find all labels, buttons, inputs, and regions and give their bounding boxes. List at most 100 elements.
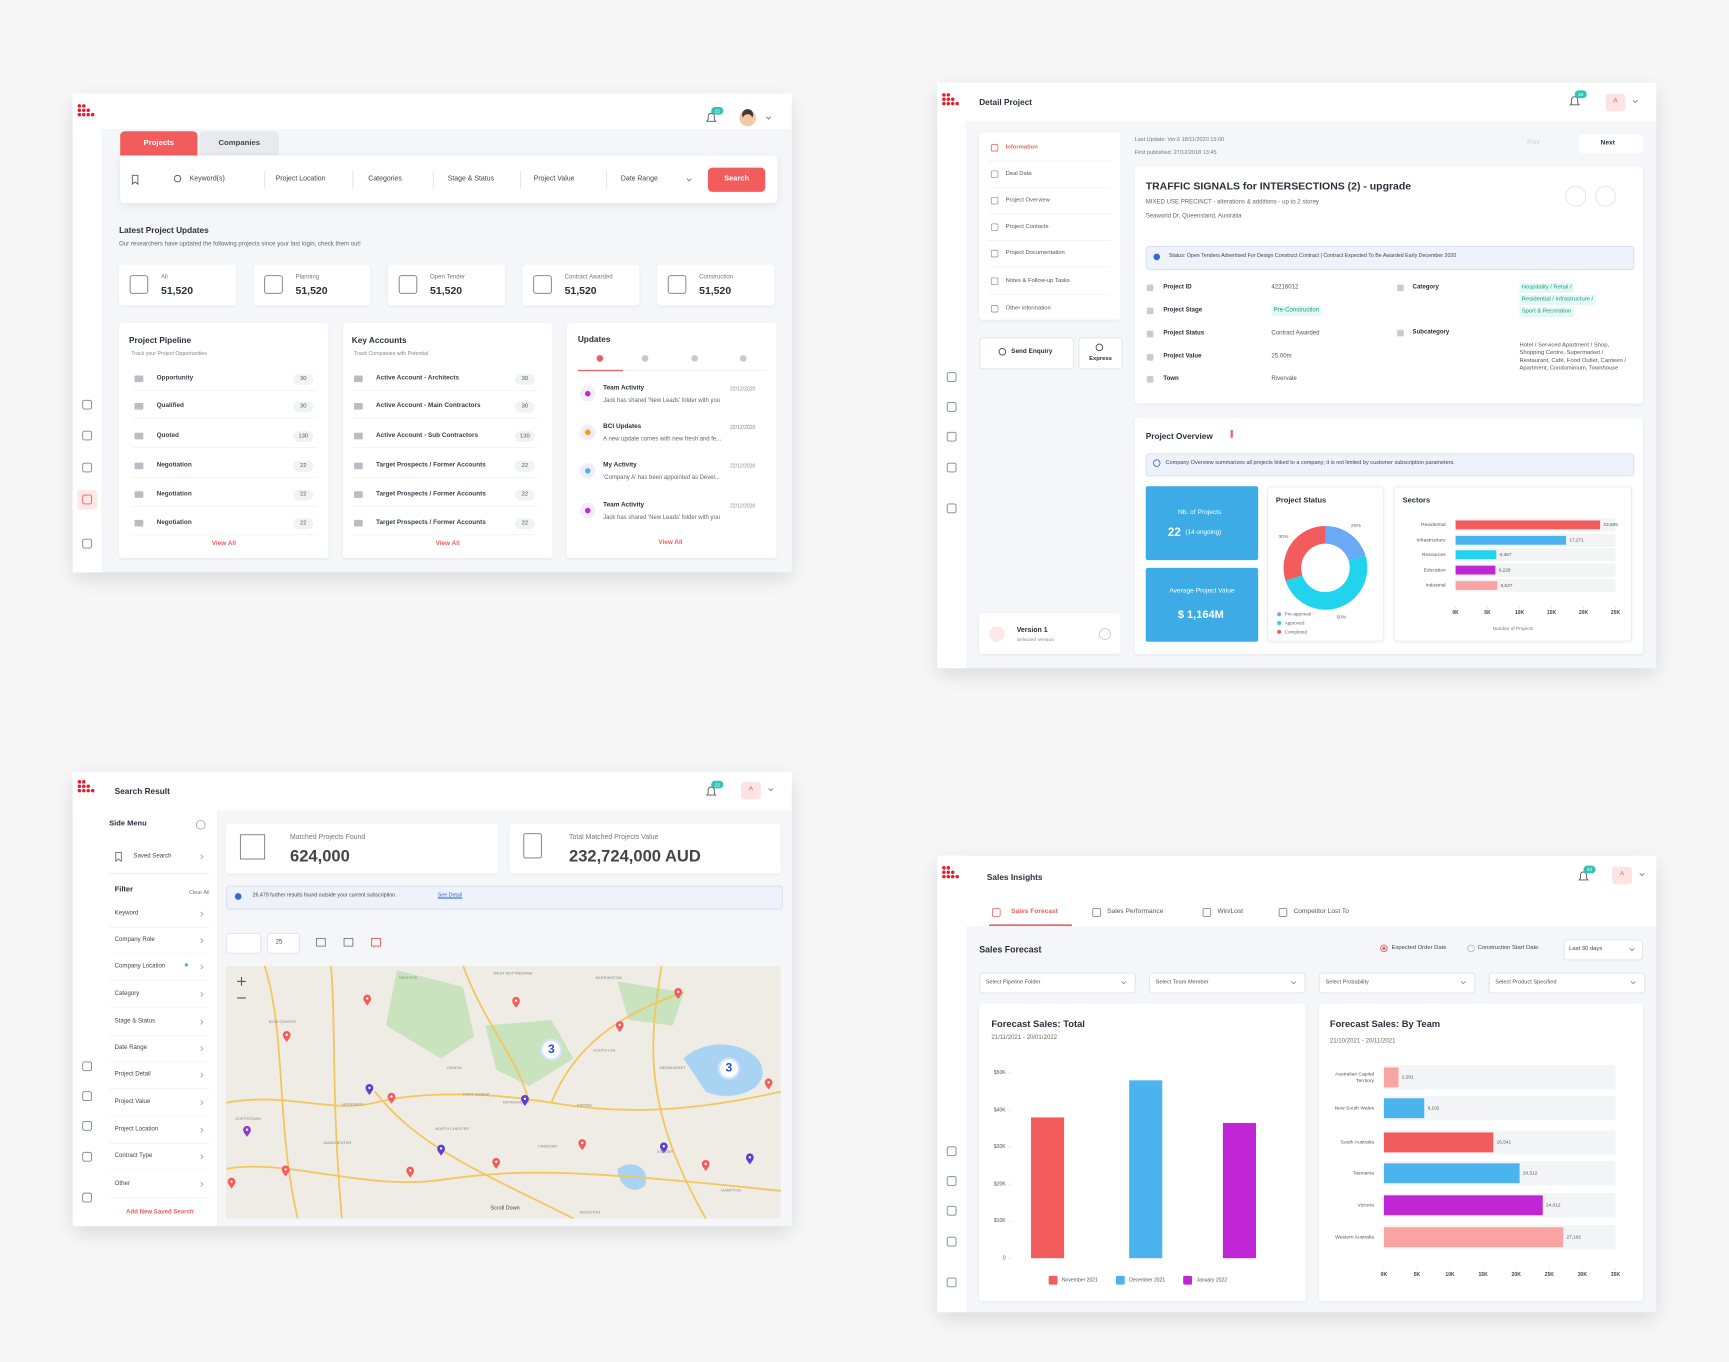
select[interactable] <box>979 972 1136 994</box>
document-icon <box>523 833 542 859</box>
avatar[interactable] <box>1612 866 1632 885</box>
row-count: 30 <box>521 403 529 410</box>
select[interactable] <box>1563 939 1644 961</box>
menu-item[interactable]: Project Overview <box>1005 196 1050 204</box>
button-label[interactable]: Express <box>1089 355 1112 363</box>
sidebar-icon <box>82 1061 92 1072</box>
card-subtitle: Track Companies with Potential <box>353 351 429 358</box>
notice-text: 26,479 further results found outside you… <box>252 893 397 899</box>
row-label[interactable]: Target Prospects / Former Accounts <box>376 490 486 498</box>
button[interactable] <box>979 337 1075 370</box>
button[interactable] <box>1078 337 1123 370</box>
search-field[interactable]: Keyword(s) <box>189 175 225 183</box>
menu-icon <box>990 277 999 285</box>
banner-icon <box>1153 253 1161 261</box>
row-label[interactable]: Active Account - Architects <box>376 375 460 382</box>
clear-link[interactable]: Clear All <box>188 889 210 897</box>
select[interactable] <box>1149 972 1306 994</box>
view-all-link[interactable]: View All <box>211 540 236 548</box>
logo-dot <box>86 788 90 793</box>
row-label[interactable]: Target Prospects / Former Accounts <box>376 462 486 469</box>
map-pin <box>363 994 372 1006</box>
tab-label[interactable]: Projects <box>143 139 175 148</box>
menu-item[interactable]: Information <box>1005 143 1038 151</box>
stat-icon <box>533 275 552 294</box>
legend-swatch <box>1277 621 1282 626</box>
add-link[interactable]: Add New Saved Search <box>126 1209 194 1216</box>
tab-label[interactable]: Companies <box>218 139 261 148</box>
row-label[interactable]: Negotiation <box>156 490 192 498</box>
filter-item[interactable]: Project Detail <box>114 1071 151 1078</box>
menu-item[interactable]: Project Documentation <box>1005 249 1065 257</box>
tab-active[interactable] <box>120 131 198 156</box>
row-label[interactable]: Qualified <box>156 402 184 410</box>
filter-item[interactable]: Company Role <box>114 936 155 944</box>
avatar-initial: A <box>1613 98 1618 105</box>
row-label[interactable]: Opportunity <box>156 375 194 382</box>
tab[interactable] <box>199 131 279 156</box>
cluster-count[interactable]: 3 <box>725 1061 733 1075</box>
avatar[interactable] <box>741 781 761 800</box>
button-label[interactable]: Send Enquiry <box>1011 348 1053 356</box>
row-label[interactable]: Active Account - Main Contractors <box>376 402 481 410</box>
map-place: BARRINGTON <box>595 975 622 980</box>
nav-button[interactable] <box>1579 134 1644 154</box>
info-text: Company Overview summarizes all projects… <box>1165 459 1455 467</box>
search-field[interactable]: Project Value <box>533 175 575 183</box>
row-label[interactable]: Target Prospects / Former Accounts <box>376 519 486 527</box>
menu-item[interactable]: Other information <box>1005 304 1051 312</box>
legend-label: December 2021 <box>1129 1276 1166 1283</box>
menu-item[interactable]: Saved Search <box>133 852 172 860</box>
filter-item[interactable]: Other <box>114 1180 130 1187</box>
nav-button[interactable]: Prev <box>1527 139 1540 147</box>
avatar[interactable] <box>1605 93 1626 112</box>
menu-item[interactable]: Project Contacts <box>1005 223 1049 230</box>
search-field[interactable]: Project Location <box>275 175 326 183</box>
bookmark-icon <box>115 852 122 863</box>
select[interactable] <box>1318 972 1476 994</box>
row-label[interactable]: Active Account - Sub Contractors <box>376 432 479 440</box>
view-all-link[interactable]: View All <box>658 539 683 547</box>
map-pin <box>578 1139 587 1151</box>
tab-label[interactable]: Win/Lost <box>1217 908 1244 916</box>
tab-label[interactable]: Competitor Lost To <box>1293 908 1349 916</box>
collapse-icon <box>195 820 206 830</box>
notice-link[interactable]: See Detail <box>437 893 463 899</box>
filter-item[interactable]: Stage & Status <box>114 1018 156 1025</box>
search-field[interactable]: Stage & Status <box>447 175 495 183</box>
select[interactable] <box>1488 972 1646 994</box>
row-label[interactable]: Quoted <box>156 432 179 440</box>
radio-label[interactable]: Construction Start Date <box>1477 944 1539 952</box>
filter-item[interactable]: Category <box>114 990 140 998</box>
filter-item[interactable]: Company Location <box>114 963 166 970</box>
filter-item[interactable]: Date Range <box>114 1044 148 1052</box>
tab-label[interactable]: Sales Forecast <box>1011 908 1058 916</box>
view-all-link[interactable]: View All <box>435 540 460 548</box>
chevron <box>1639 873 1645 877</box>
kpi-value: $ 1,164M <box>1177 609 1224 622</box>
row-label[interactable]: Negotiation <box>156 519 192 527</box>
button-label[interactable]: Search <box>724 174 750 183</box>
category-label: Tasmania <box>1352 1170 1374 1176</box>
data-label: 6,367 <box>1499 551 1512 558</box>
filter-item[interactable]: Keyword <box>114 910 139 917</box>
search-field[interactable]: Date Range <box>620 175 658 183</box>
radio-label[interactable]: Expected Order Date <box>1391 944 1447 952</box>
sort-button[interactable] <box>226 932 262 954</box>
filter-item[interactable]: Project Location <box>114 1126 159 1133</box>
filter-item[interactable]: Project Value <box>114 1098 151 1106</box>
row-label[interactable]: Negotiation <box>156 462 192 469</box>
search-field[interactable]: Categories <box>368 175 402 183</box>
per-page[interactable] <box>266 932 300 954</box>
tab-label[interactable]: Sales Performance <box>1107 908 1164 916</box>
menu-item[interactable]: Deal Data <box>1005 170 1032 178</box>
count-pill <box>293 489 314 501</box>
search-button[interactable] <box>707 167 766 192</box>
filter-item[interactable]: Contract Type <box>114 1152 153 1160</box>
menu-item[interactable]: Notes & Follow-up Tasks <box>1005 277 1070 285</box>
nav-label[interactable]: Next <box>1600 140 1615 147</box>
cluster-count[interactable]: 3 <box>547 1042 555 1057</box>
bar-track <box>1383 1065 1616 1090</box>
